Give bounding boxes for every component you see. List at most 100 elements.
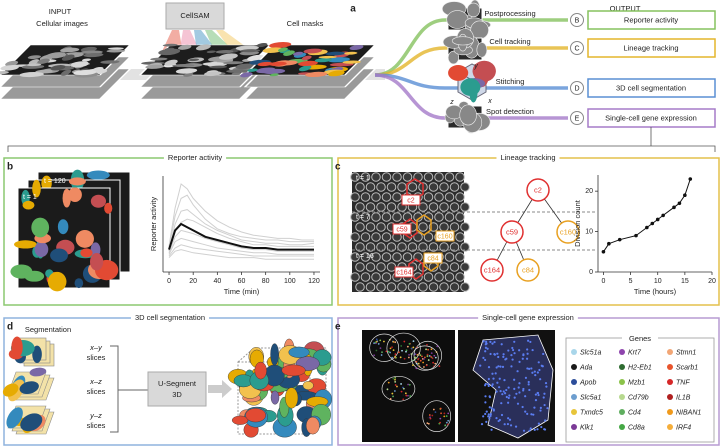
- nucleus: [537, 361, 540, 364]
- cell: [325, 51, 346, 56]
- cell: [57, 219, 69, 235]
- nucleus: [542, 352, 545, 356]
- transcript: [434, 356, 437, 359]
- cell: [355, 262, 365, 272]
- cell: [355, 202, 365, 212]
- nucleus: [532, 413, 535, 416]
- transcript: [416, 353, 419, 356]
- cell: [60, 47, 80, 53]
- title-bg: [478, 313, 578, 323]
- transcript: [421, 355, 423, 358]
- label: U-Segment: [158, 379, 197, 388]
- label: z: [449, 99, 454, 106]
- nucleus: [540, 364, 543, 367]
- x-tick-label: 60: [238, 278, 246, 285]
- cell: [460, 242, 470, 252]
- output-box: [587, 38, 716, 58]
- cell: [472, 60, 496, 82]
- legend-swatch: [667, 424, 673, 430]
- cell: [418, 202, 428, 212]
- transcript: [374, 341, 377, 344]
- cell-outline: [416, 214, 432, 236]
- transcript: [394, 341, 397, 344]
- bracket: [110, 345, 148, 433]
- transcript: [405, 349, 408, 352]
- nucleus: [522, 429, 526, 432]
- panel-label: b: [7, 162, 13, 173]
- transcript: [406, 345, 409, 348]
- transcript: [427, 348, 429, 351]
- nucleus: [487, 413, 490, 416]
- point: [650, 221, 655, 226]
- arrow: [208, 380, 232, 398]
- cell: [235, 63, 255, 70]
- label: t = 16: [356, 253, 374, 260]
- transcript: [389, 347, 392, 350]
- cell: [285, 387, 299, 409]
- transcript: [393, 390, 396, 392]
- tree-label: c164: [484, 265, 500, 274]
- transcript: [420, 353, 423, 356]
- series-line: [602, 178, 691, 253]
- legend-swatch: [667, 364, 673, 370]
- label: Postprocessing: [484, 9, 535, 18]
- legend-swatch: [619, 349, 625, 355]
- transcript: [407, 394, 409, 397]
- cell: [413, 232, 423, 242]
- cell: [455, 252, 465, 262]
- legend-swatch: [571, 364, 577, 370]
- nucleus: [506, 422, 510, 426]
- cell: [392, 192, 402, 202]
- cell: [288, 346, 310, 358]
- nucleus: [534, 393, 537, 396]
- nucleus: [508, 394, 511, 397]
- nucleus: [482, 415, 485, 418]
- cell: [376, 182, 386, 192]
- cell: [439, 202, 449, 212]
- cell-region: [369, 333, 400, 362]
- legend-swatch: [571, 394, 577, 400]
- transcript: [398, 351, 400, 354]
- cell: [392, 172, 402, 182]
- cell: [434, 212, 444, 222]
- nucleus: [499, 365, 502, 368]
- transcript: [434, 411, 437, 414]
- cell: [314, 58, 333, 63]
- nucleus: [480, 423, 484, 426]
- cell: [439, 182, 449, 192]
- transcript: [425, 364, 428, 367]
- cell: [46, 52, 67, 59]
- legend-label: Krt7: [628, 349, 642, 356]
- series-line: [168, 183, 314, 247]
- transcript: [430, 348, 433, 351]
- cell: [423, 192, 434, 202]
- transcript: [414, 356, 417, 359]
- cell: [446, 10, 469, 29]
- nucleus: [496, 381, 499, 384]
- nucleus: [502, 390, 505, 393]
- transcript: [373, 342, 375, 345]
- heading: OUTPUT: [610, 4, 641, 13]
- output-label: 3D cell segmentation: [616, 83, 686, 92]
- nucleus: [530, 413, 533, 416]
- label: t = 1: [23, 194, 37, 201]
- model-box: [147, 371, 207, 407]
- legend-title: Genes: [629, 334, 651, 343]
- nucleus: [491, 342, 494, 345]
- cell: [270, 390, 280, 405]
- transcript: [445, 407, 448, 409]
- transcript: [415, 360, 418, 363]
- transcript: [417, 358, 419, 361]
- x-tick-label: 120: [308, 278, 320, 285]
- x-tick-label: 80: [262, 278, 270, 285]
- cell: [350, 212, 360, 222]
- nucleus: [543, 428, 547, 431]
- nucleus: [497, 419, 500, 423]
- legend-label: Txndc5: [580, 409, 603, 416]
- bracket: [7, 127, 716, 152]
- cell: [460, 222, 470, 232]
- cell: [298, 60, 318, 67]
- legend-swatch: [571, 409, 577, 415]
- nucleus: [510, 354, 513, 357]
- nucleus: [518, 360, 521, 363]
